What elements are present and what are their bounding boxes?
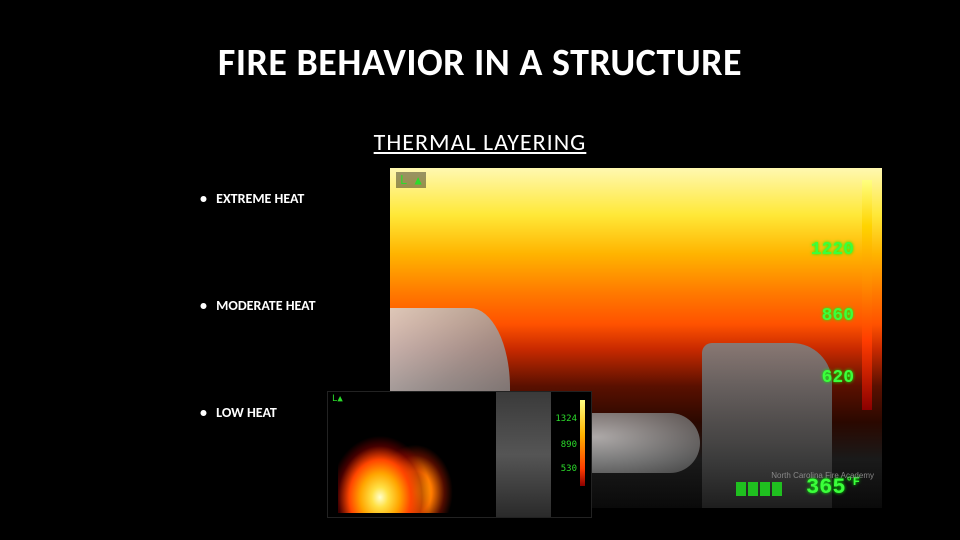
bullet-item-low: LOW HEAT <box>200 404 316 421</box>
inset-flame-region <box>338 408 478 513</box>
inset-reading-high: 1324 <box>555 414 577 424</box>
inset-colorbar <box>580 400 585 486</box>
bullet-item-moderate: MODERATE HEAT <box>200 297 316 314</box>
thermal-colorbar <box>862 180 872 410</box>
heat-layer-extreme <box>390 168 882 324</box>
image-source-caption: North Carolina Fire Academy <box>771 471 874 480</box>
slide-subtitle: THERMAL LAYERING <box>0 128 960 157</box>
inset-reading-low: 530 <box>561 464 577 474</box>
temperature-reading-low: 620 <box>822 368 854 388</box>
slide-title: FIRE BEHAVIOR IN A STRUCTURE <box>0 40 960 86</box>
battery-indicator-icon <box>736 482 782 496</box>
inset-wall-object <box>496 392 551 517</box>
temperature-reading-high: 1220 <box>811 240 854 260</box>
thermal-image-inset: L▲ 1324 890 530 <box>327 391 592 518</box>
inset-reading-mid: 890 <box>561 440 577 450</box>
hud-indicator-topleft: L ▲ <box>396 172 426 188</box>
inset-hud-topleft: L▲ <box>332 394 343 404</box>
bullet-list: EXTREME HEAT MODERATE HEAT LOW HEAT <box>200 190 316 511</box>
temperature-reading-mid: 860 <box>822 306 854 326</box>
bullet-item-extreme: EXTREME HEAT <box>200 190 316 207</box>
